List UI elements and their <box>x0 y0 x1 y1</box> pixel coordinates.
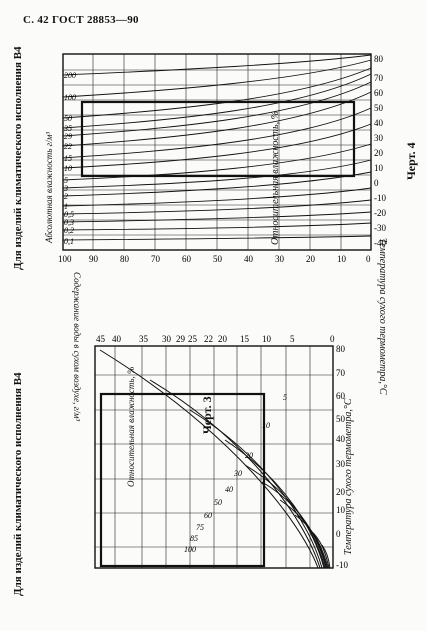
left-moisture-tick: 45 <box>96 334 106 344</box>
left-x-tick: 0 <box>336 529 341 539</box>
right-y-tick: 30 <box>275 254 285 264</box>
right-x-tick: -30 <box>374 223 386 233</box>
right-curve-label: 0,2 <box>64 226 74 235</box>
right-x-tick: 60 <box>374 88 384 98</box>
right-curve-label: 200 <box>64 71 76 80</box>
right-curve-label: 0,1 <box>64 237 74 246</box>
right-curve-label: 29 <box>64 132 72 141</box>
right-x-ticks: -40 -30 -20 -10 0 10 20 30 40 50 60 70 8… <box>374 54 386 248</box>
left-moisture-tick: 10 <box>262 334 272 344</box>
right-curve-label: 22 <box>64 142 72 151</box>
left-rh-label: 10 <box>262 421 270 430</box>
left-x-tick: 70 <box>336 368 346 378</box>
left-rh-label: 50 <box>214 498 222 507</box>
right-y-tick: 40 <box>244 254 254 264</box>
right-x-tick: -40 <box>374 238 386 248</box>
left-moisture-tick: 20 <box>218 334 228 344</box>
left-moisture-tick: 25 <box>188 334 198 344</box>
left-x-tick: 20 <box>336 487 346 497</box>
page-header: С. 42 ГОСТ 28853—90 <box>23 14 139 26</box>
right-curve-label: 35 <box>63 124 72 133</box>
left-x-tick: 30 <box>336 459 346 469</box>
left-moisture-tick: 40 <box>112 334 122 344</box>
right-limit-rectangle <box>80 100 356 178</box>
right-curve-label: 0,3 <box>64 218 74 227</box>
right-x-tick: -10 <box>374 193 386 203</box>
right-curve-label: 50 <box>64 114 72 123</box>
right-y-tick: 50 <box>213 254 223 264</box>
right-y-tick: 100 <box>58 254 72 264</box>
left-x-tick: 40 <box>336 434 346 444</box>
left-rh-label: 75 <box>196 523 204 532</box>
left-rh-label: 5 <box>283 393 287 402</box>
right-curve-label: 0,5 <box>64 210 74 219</box>
right-y-tick: 20 <box>306 254 316 264</box>
right-x-tick: 70 <box>374 73 384 83</box>
left-rh-label: 85 <box>190 534 198 543</box>
left-limit-rectangle <box>99 392 266 568</box>
right-y-tick: 90 <box>89 254 99 264</box>
left-moisture-tick: 29 <box>176 334 186 344</box>
right-x-tick: 0 <box>374 178 379 188</box>
left-moisture-tick: 15 <box>240 334 250 344</box>
left-rh-label: 60 <box>204 511 212 520</box>
right-curve-label: 5 <box>64 176 68 185</box>
right-y-tick: 10 <box>337 254 347 264</box>
left-moisture-tick: 0 <box>330 334 335 344</box>
right-x-tick: 10 <box>374 163 384 173</box>
right-y-ticks: 100 90 80 70 60 50 40 30 20 10 0 <box>58 254 371 264</box>
right-y-tick: 60 <box>182 254 192 264</box>
right-curve-label: 3 <box>63 184 68 193</box>
right-curve-label: 10 <box>64 164 72 173</box>
left-rh-label: 100 <box>184 545 196 554</box>
left-x-ticks: -10 0 10 20 30 40 50 60 70 80 <box>336 344 348 570</box>
right-x-tick: 50 <box>374 103 384 113</box>
left-x-tick: -10 <box>336 560 348 570</box>
left-rh-label: 20 <box>245 451 253 460</box>
left-x-tick: 10 <box>336 505 346 515</box>
right-y-tick: 80 <box>120 254 130 264</box>
right-x-tick: -20 <box>374 208 386 218</box>
left-rh-label: 30 <box>233 469 242 478</box>
left-x-tick: 50 <box>336 414 346 424</box>
right-x-tick: 30 <box>374 133 384 143</box>
right-curve-label: 1 <box>64 202 68 211</box>
right-curve-label: 100 <box>64 93 76 102</box>
right-y-tick: 70 <box>151 254 161 264</box>
right-x-tick: 40 <box>374 118 384 128</box>
left-moisture-ticks: 45 40 35 30 29 25 22 20 15 10 5 0 <box>96 334 335 344</box>
right-x-tick: 20 <box>374 148 384 158</box>
left-x-tick: 60 <box>336 391 346 401</box>
left-moisture-tick: 30 <box>162 334 172 344</box>
right-curve-label: 15 <box>64 154 72 163</box>
left-x-tick: 80 <box>336 344 346 354</box>
right-y-tick: 0 <box>366 254 371 264</box>
left-moisture-tick: 5 <box>290 334 295 344</box>
right-x-tick: 80 <box>374 54 384 64</box>
left-moisture-tick: 22 <box>204 334 213 344</box>
left-rh-label: 40 <box>225 485 233 494</box>
right-curve-label: 2 <box>64 192 68 201</box>
left-moisture-tick: 35 <box>139 334 149 344</box>
